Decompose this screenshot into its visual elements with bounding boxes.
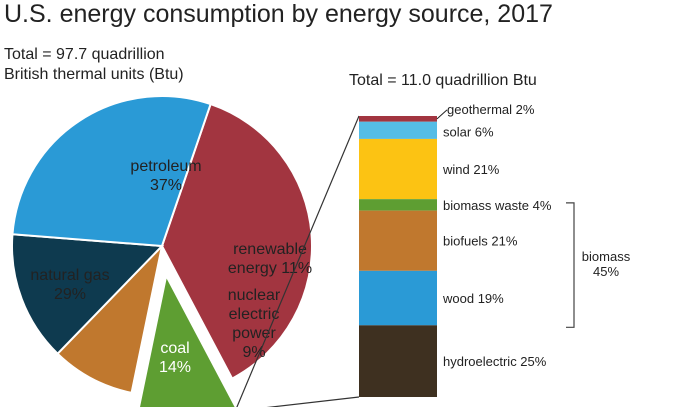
- pie-slice-nuclear-electric-power: [56, 242, 164, 395]
- pie-label-natural-gas: natural gas 29%: [30, 267, 109, 303]
- pie-total-line-2: British thermal units (Btu): [4, 66, 184, 83]
- bar-segment-solar: [359, 121, 437, 139]
- bar-segment-hydroelectric: [359, 325, 437, 397]
- pie-slice-renewable-energy: [137, 272, 237, 407]
- chart-title: U.S. energy consumption by energy source…: [4, 0, 553, 28]
- biomass-bracket-label: biomass 45%: [582, 249, 631, 279]
- bar-segment-wind: [359, 138, 437, 200]
- pie-total-line-1: Total = 97.7 quadrillion: [4, 46, 165, 63]
- bar-label-wood: wood 19%: [442, 291, 504, 306]
- bar-segment-geothermal: [359, 116, 437, 122]
- bar-segment-biomass-waste: [359, 199, 437, 211]
- bar-total-note: Total = 11.0 quadrillion Btu: [349, 72, 537, 89]
- bar-segment-biofuels: [359, 210, 437, 271]
- bar-label-geothermal: geothermal 2%: [447, 102, 535, 117]
- biomass-bracket: [566, 202, 575, 328]
- pie-label-renewable-energy: renewable energy 11%: [228, 241, 312, 277]
- pie-label-petroleum: petroleum 37%: [130, 158, 201, 194]
- connector-line-top: [236, 115, 360, 407]
- bar-label-biofuels: biofuels 21%: [443, 234, 518, 249]
- pie-chart: petroleum 37%renewable energy 11%nuclear el…: [11, 95, 313, 407]
- bar-segment-wood: [359, 270, 437, 326]
- bar-label-hydroelectric: hydroelectric 25%: [443, 354, 547, 369]
- pie-label-coal: coal 14%: [159, 340, 191, 376]
- connector-line-bottom: [266, 396, 360, 407]
- pie-slice-petroleum: [160, 102, 313, 380]
- pie-slice-natural-gas: [11, 95, 212, 248]
- bar-label-wind: wind 21%: [442, 162, 500, 177]
- stacked-bar: geothermal 2% solar 6% wind 21% biomass was…: [359, 102, 631, 397]
- bar-label-biomass-waste: biomass waste 4%: [443, 198, 552, 213]
- pie-slice-coal: [11, 233, 165, 356]
- pie-total-note: Total = 97.7 quadrillion British thermal…: [4, 45, 184, 85]
- connector-lines: [236, 115, 360, 407]
- bar-label-solar: solar 6%: [443, 124, 494, 139]
- leader-line-geothermal: [436, 109, 448, 120]
